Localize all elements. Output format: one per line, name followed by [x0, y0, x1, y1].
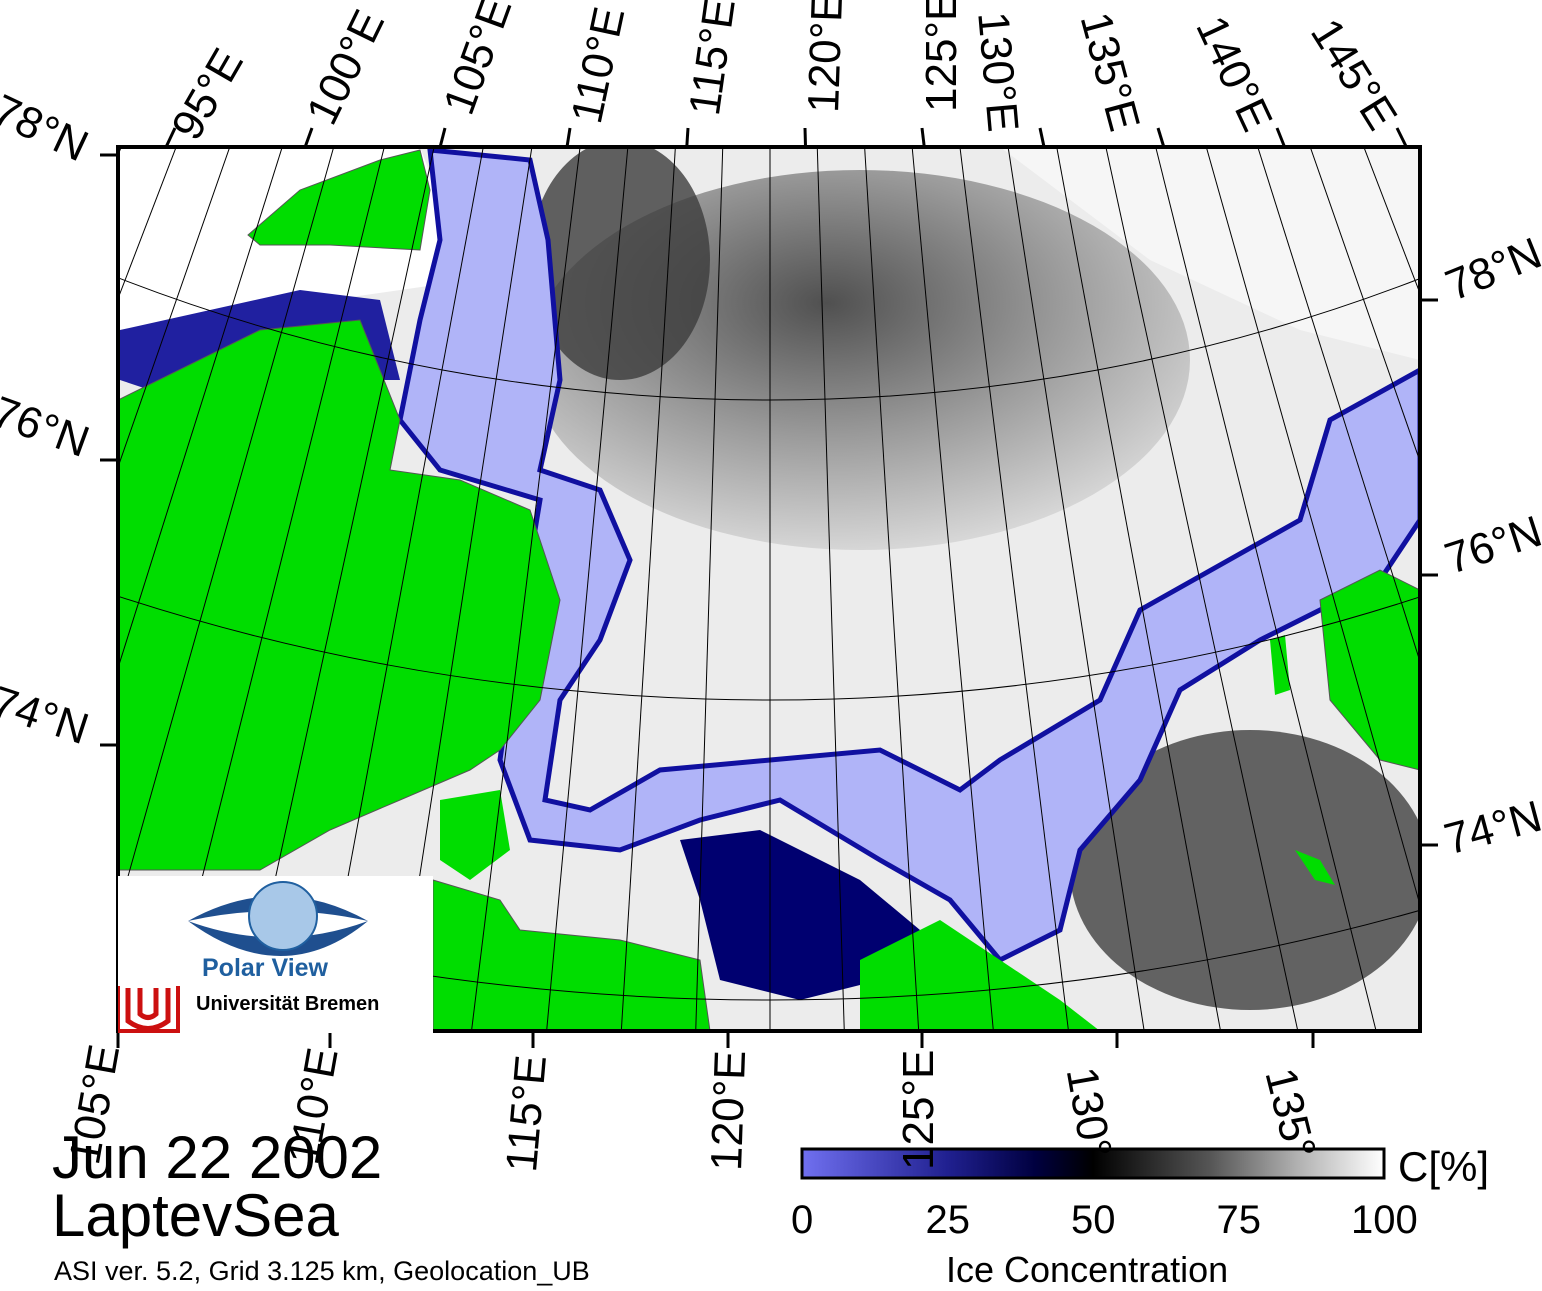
logo-title: Polar View: [202, 954, 328, 982]
colorbar-unit: C[%]: [1398, 1143, 1490, 1190]
land-taymyr: [118, 319, 561, 871]
parallel-line: [118, 909, 1420, 1001]
parallel-line: [118, 595, 1420, 701]
colorbar-tick-label: 25: [925, 1198, 971, 1242]
lon-label-bottom: 115°E: [497, 1053, 557, 1175]
frame-tick: [164, 127, 177, 148]
land-lena-delta: [860, 920, 1100, 1031]
ice-dark-patch-east: [1070, 730, 1420, 1010]
frame-tick: [1395, 127, 1408, 148]
colorbar-tick-label: 50: [1071, 1198, 1116, 1242]
logo-subtitle: Universität Bremen: [196, 993, 380, 1015]
land-islet-east: [1295, 850, 1335, 885]
meridian-line: [1363, 147, 1420, 295]
dark-blue-zone: [680, 830, 920, 1000]
colorbar: [800, 1147, 1386, 1180]
colorbar-tick-label: 75: [1216, 1198, 1262, 1242]
land-south: [432, 879, 711, 1031]
parallel-line: [118, 277, 1420, 401]
polar-view-logo: Polar View Universität Bremen: [118, 876, 433, 1033]
date-label: Jun 22 2002: [52, 1124, 383, 1191]
eye-icon: [118, 881, 368, 1033]
frame-ticks: [100, 127, 1438, 1048]
frame-tick: [920, 127, 926, 148]
lon-label-top: 120°E: [799, 0, 853, 114]
meridian-line: [118, 147, 231, 469]
colorbar-tick-label: 100: [1351, 1198, 1418, 1242]
meridian-line: [118, 147, 177, 300]
region-label: LaptevSea: [52, 1182, 339, 1249]
frame-tick: [565, 127, 572, 148]
frame-tick: [803, 127, 808, 148]
land-small-island: [1270, 635, 1290, 695]
frame-tick: [1156, 127, 1166, 148]
lon-label-top: 125°E: [917, 0, 966, 112]
frame-tick: [685, 127, 690, 148]
lon-label-top: 130°E: [968, 9, 1028, 134]
lon-label-bottom: 120°E: [702, 1049, 756, 1172]
open-white-northeast: [1000, 147, 1420, 360]
frame-tick: [1275, 127, 1286, 148]
map-frame: [116, 145, 1422, 1033]
frame-tick: [1038, 127, 1046, 148]
meridian-line: [1309, 147, 1420, 463]
land-severnaya: [247, 149, 431, 251]
frame-tick: [438, 127, 447, 148]
colorbar-title: Ice Concentration: [946, 1249, 1229, 1290]
metadata-label: ASI ver. 5.2, Grid 3.125 km, Geolocation…: [54, 1256, 590, 1286]
lon-label-bottom: 125°E: [894, 1049, 943, 1170]
frame-tick: [303, 127, 314, 148]
colorbar-tick-label: 0: [791, 1198, 814, 1242]
